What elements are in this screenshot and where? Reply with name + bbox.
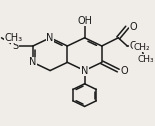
Text: CH₃: CH₃ <box>138 55 154 64</box>
Text: S: S <box>12 41 18 51</box>
Text: N: N <box>46 33 54 43</box>
Text: O: O <box>129 41 137 51</box>
Text: OH: OH <box>77 16 92 26</box>
Text: CH₂: CH₂ <box>133 43 150 52</box>
Text: O: O <box>120 66 128 76</box>
Text: N: N <box>81 66 88 76</box>
Text: O: O <box>129 22 137 32</box>
Text: N: N <box>29 57 37 67</box>
Text: CH₃: CH₃ <box>4 33 23 43</box>
